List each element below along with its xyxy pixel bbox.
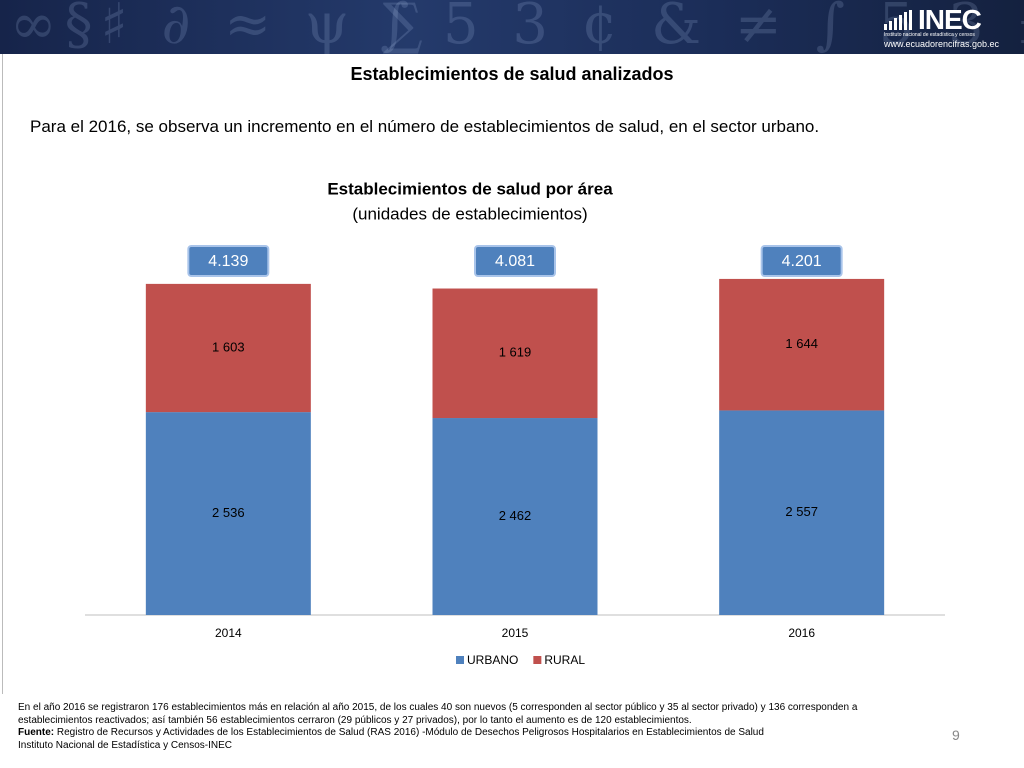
chart: Establecimientos de salud por área (unid… [85,179,945,667]
value-label: 2 557 [785,504,818,519]
header-decoration: ∞§♯ ∂ ≈ ψ ∑ [10,0,431,54]
value-label: 1 603 [212,339,245,354]
url: www.ecuadorencifras.gob.ec [884,39,1000,49]
bar-segment [432,288,598,419]
total-badge [187,245,270,277]
source-text: Registro de Recursos y Actividades de lo… [56,727,764,738]
logo-subtitle: Instituto nacional de estadística y cens… [884,32,975,38]
legend-label: RURAL [544,653,585,667]
value-label: 2 462 [499,508,532,523]
x-tick-label: 2014 [215,626,242,640]
header-decoration: ∫ 5 3 ¢ & ≠ ∫ 5 3 £ [380,0,1024,54]
divider [2,54,3,694]
legend-swatch [456,656,464,664]
value-label: 1 644 [785,336,818,351]
chart-subtitle: (unidades de establecimientos) [352,204,587,223]
value-label: 2 536 [212,505,245,520]
legend-label: URBANO [467,653,518,667]
page-number: 9 [952,727,960,743]
bar-segment [145,412,311,615]
logo-icon [884,10,912,30]
slide-title: Establecimientos de salud analizados [350,64,674,84]
total-label: 4.139 [208,253,248,270]
bar-segment [719,410,885,615]
header-banner: ∞§♯ ∂ ≈ ψ ∑ ∫ 5 3 ¢ & ≠ ∫ 5 3 £ INEC Ins… [0,0,1024,54]
notes: En el año 2016 se registraron 176 establ… [18,702,918,752]
bar-segment [145,283,311,413]
bar-segment [432,418,598,615]
logo-text: INEC [918,4,982,35]
total-badge [760,245,843,277]
legend-swatch [533,656,542,664]
value-label: 1 619 [499,345,532,360]
bar-segment [719,278,885,411]
intro-text: Para el 2016, se observa un incremento e… [30,117,820,136]
total-label: 4.081 [495,253,535,270]
source-label: Fuente: [18,727,55,738]
institution: Instituto Nacional de Estadística y Cens… [18,739,232,751]
total-badge [474,245,556,277]
x-tick-label: 2016 [788,626,815,640]
x-tick-label: 2015 [502,626,529,640]
logo: INEC Instituto nacional de estadística y… [884,4,1014,50]
note-text: En el año 2016 se registraron 176 establ… [18,702,858,726]
total-label: 4.201 [782,253,822,270]
chart-title: Establecimientos de salud por área [327,179,613,198]
source-line: Fuente: Registro de Recursos y Actividad… [18,727,918,740]
